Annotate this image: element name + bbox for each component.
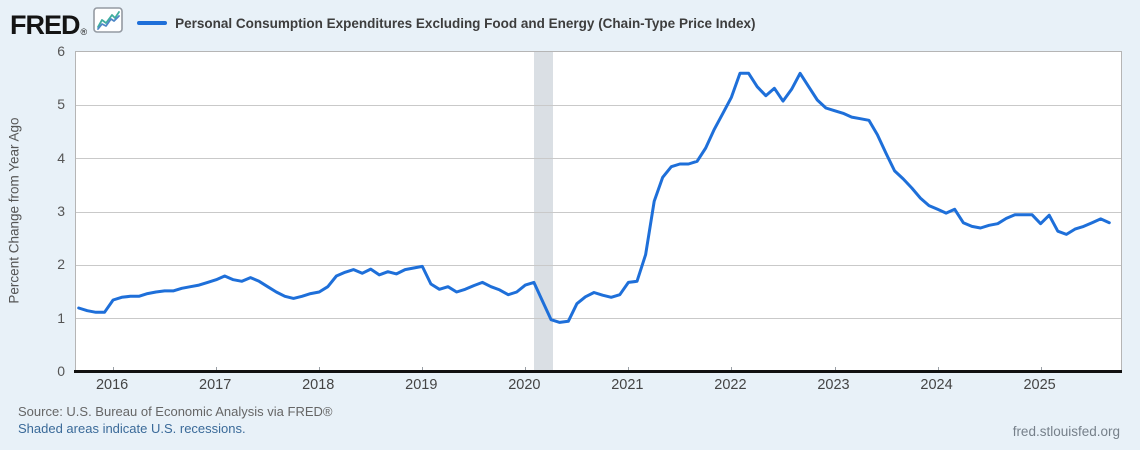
- gridline: [76, 104, 1121, 106]
- x-tick-label: 2020: [508, 377, 541, 393]
- gridline: [76, 318, 1121, 320]
- y-tick-label: 0: [57, 363, 65, 379]
- x-tick-mark: [525, 367, 527, 372]
- x-tick-label: 2016: [95, 377, 129, 393]
- y-tick-label: 1: [57, 309, 65, 326]
- y-tick-label: 6: [57, 43, 65, 59]
- fred-logo[interactable]: FRED ®: [10, 7, 123, 39]
- x-tick-label: 2021: [611, 377, 644, 393]
- x-tick-mark: [937, 367, 939, 372]
- x-tick-mark: [628, 367, 630, 372]
- data-series-line[interactable]: [76, 52, 1121, 372]
- x-axis-line: [74, 370, 1122, 373]
- x-tick-mark: [216, 367, 218, 372]
- x-tick-label: 2025: [1023, 377, 1056, 393]
- x-tick-mark: [1040, 367, 1042, 372]
- y-tick-label: 5: [57, 96, 65, 113]
- x-tick-mark: [834, 367, 836, 372]
- x-tick-mark: [113, 367, 115, 372]
- source-text: Source: U.S. Bureau of Economic Analysis…: [18, 404, 333, 419]
- gridline: [76, 211, 1121, 213]
- site-watermark: fred.stlouisfed.org: [1012, 424, 1120, 439]
- recession-note-link[interactable]: Shaded areas indicate U.S. recessions.: [18, 421, 246, 436]
- x-tick-label: 2018: [302, 377, 335, 393]
- x-tick-label: 2019: [405, 377, 438, 393]
- x-tick-label: 2023: [817, 377, 850, 393]
- legend-line-swatch: [137, 21, 168, 25]
- x-tick-mark: [422, 367, 424, 372]
- fred-logo-text: FRED: [10, 10, 80, 40]
- legend-series-label: Personal Consumption Expenditures Exclud…: [175, 15, 756, 31]
- plot-area[interactable]: [75, 51, 1122, 372]
- gridline: [76, 158, 1121, 160]
- sparkline-chart-icon: [93, 7, 123, 38]
- y-tick-label: 4: [57, 149, 65, 166]
- chart-legend: Personal Consumption Expenditures Exclud…: [137, 16, 755, 31]
- y-tick-label: 2: [57, 256, 65, 273]
- x-tick-label: 2022: [714, 377, 747, 393]
- x-tick-label: 2024: [920, 377, 953, 393]
- x-tick-mark: [319, 367, 321, 372]
- x-tick-mark: [731, 367, 733, 372]
- x-tick-label: 2017: [199, 377, 232, 393]
- registered-trademark-icon: ®: [80, 27, 88, 37]
- gridline: [76, 264, 1121, 266]
- chart-header: FRED ® Personal Consumption Expenditures…: [10, 7, 755, 39]
- y-tick-label: 3: [57, 203, 65, 219]
